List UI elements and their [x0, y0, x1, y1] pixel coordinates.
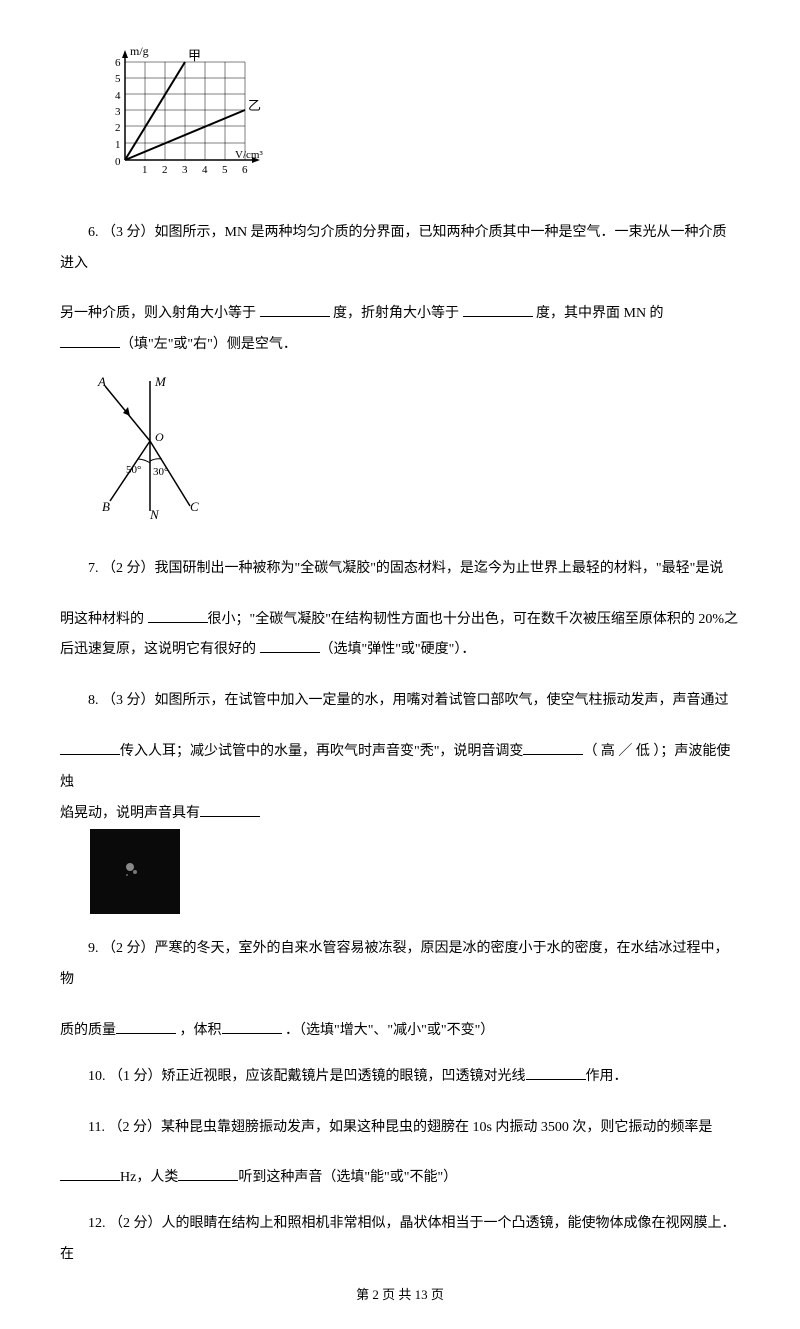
svg-text:4: 4 [115, 90, 121, 102]
svg-text:50°: 50° [126, 464, 141, 476]
blank-q9-1 [116, 1017, 176, 1034]
svg-text:5: 5 [115, 73, 121, 85]
svg-text:0: 0 [115, 156, 121, 168]
svg-text:1: 1 [115, 139, 121, 151]
svg-text:N: N [149, 507, 160, 521]
svg-text:2: 2 [162, 164, 168, 176]
question-7-line2: 明这种材料的 很小；"全碳气凝胶"在结构韧性方面也十分出色，可在数千次被压缩至原… [60, 605, 740, 636]
svg-text:6: 6 [115, 57, 121, 69]
blank-q7-2 [260, 637, 320, 654]
svg-text:1: 1 [142, 164, 148, 176]
svg-text:5: 5 [222, 164, 228, 176]
blank-side [60, 331, 120, 348]
question-10: 10. （1 分）矫正近视眼，应该配戴镜片是凹透镜的眼镜，凹透镜对光线作用． [60, 1062, 740, 1093]
page-footer: 第 2 页 共 13 页 [60, 1281, 740, 1310]
blank-angle-refraction [463, 301, 533, 318]
question-8: 8. （3 分）如图所示，在试管中加入一定量的水，用嘴对着试管口部吹气，使空气柱… [60, 686, 740, 717]
question-9: 9. （2 分）严寒的冬天，室外的自来水管容易被冻裂，原因是冰的密度小于水的密度… [60, 934, 740, 996]
blank-q11-2 [178, 1165, 238, 1182]
chart-series-yi: 乙 [248, 98, 261, 113]
question-12: 12. （2 分）人的眼睛在结构上和照相机非常相似，晶状体相当于一个凸透镜，能使… [60, 1209, 740, 1271]
question-11-line2: Hz，人类听到这种声音（选填"能"或"不能"） [60, 1163, 740, 1194]
blank-q8-3 [200, 800, 260, 817]
question-6-line2: 另一种介质，则入射角大小等于 度，折射角大小等于 度，其中界面 MN 的 [60, 299, 740, 330]
blank-q10 [526, 1063, 586, 1080]
blank-q8-1 [60, 738, 120, 755]
chart-ylabel: m/g [130, 44, 149, 58]
svg-text:6: 6 [242, 164, 248, 176]
question-8-line3: 焰晃动，说明声音具有 [60, 799, 740, 830]
question-7: 7. （2 分）我国研制出一种被称为"全碳气凝胶"的固态材料，是迄今为止世界上最… [60, 554, 740, 585]
question-7-line3: 后迅速复原，这说明它有很好的 （选填"弹性"或"硬度"）． [60, 635, 740, 666]
refraction-diagram: A M O 50° 30° B N C [90, 371, 740, 534]
chart-xlabel: V/cm³ [235, 149, 263, 161]
svg-text:C: C [190, 499, 199, 514]
question-6-line3: （填"左"或"右"）侧是空气． [60, 330, 740, 361]
svg-text:O: O [155, 430, 164, 444]
q6-text-1: 6. （3 分）如图所示，MN 是两种均匀介质的分界面，已知两种介质其中一种是空… [60, 225, 727, 271]
question-6: 6. （3 分）如图所示，MN 是两种均匀介质的分界面，已知两种介质其中一种是空… [60, 218, 740, 280]
blank-q7-1 [148, 606, 208, 623]
q8-image-placeholder [90, 829, 180, 914]
svg-text:A: A [97, 374, 106, 389]
blank-angle-incidence [260, 301, 330, 318]
question-8-line2: 传入人耳；减少试管中的水量，再吹气时声音变"秃"，说明音调变（ 高 ／ 低 ）；… [60, 737, 740, 799]
svg-text:3: 3 [182, 164, 188, 176]
svg-text:B: B [102, 499, 110, 514]
blank-q8-2 [523, 738, 583, 755]
question-11: 11. （2 分）某种昆虫靠翅膀振动发声，如果这种昆虫的翅膀在 10s 内振动 … [60, 1113, 740, 1144]
svg-text:2: 2 [115, 122, 121, 134]
blank-q9-2 [222, 1017, 282, 1034]
svg-text:30°: 30° [153, 466, 168, 478]
svg-text:M: M [154, 374, 167, 389]
mass-volume-chart: m/g 甲 乙 V/cm³ 0 1 2 3 4 5 6 1 2 3 4 5 6 [100, 40, 740, 193]
svg-text:3: 3 [115, 106, 121, 118]
question-9-line2: 质的质量 ，体积 ．（选填"增大"、"减小"或"不变"） [60, 1016, 740, 1047]
chart-series-jia: 甲 [188, 48, 201, 63]
blank-q11-1 [60, 1165, 120, 1182]
svg-text:4: 4 [202, 164, 208, 176]
